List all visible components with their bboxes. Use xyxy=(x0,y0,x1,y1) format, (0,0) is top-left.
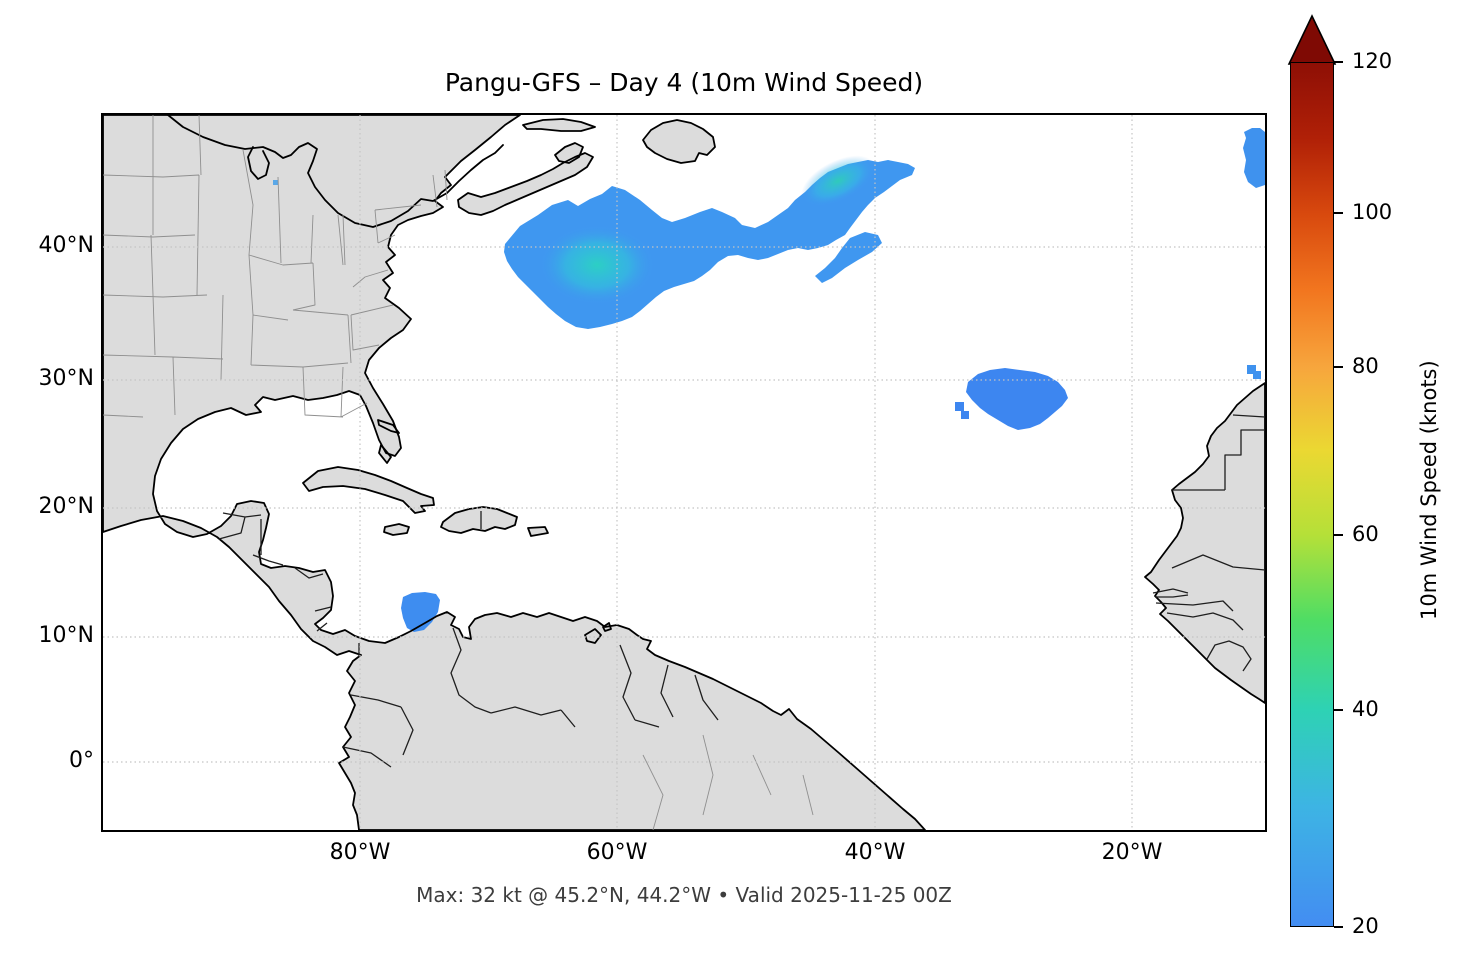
great-lakes-shoreline xyxy=(167,115,504,228)
lon-tick-label: 40°W xyxy=(844,840,906,865)
colorbar-tick-label: 80 xyxy=(1352,354,1379,378)
colorbar-tick-mark xyxy=(1334,926,1343,928)
page-title: Pangu-GFS – Day 4 (10m Wind Speed) xyxy=(444,68,924,97)
lat-tick-label: 30°N xyxy=(38,366,94,391)
figure-caption: Max: 32 kt @ 45.2°N, 44.2°W • Valid 2025… xyxy=(416,883,952,907)
map-canvas xyxy=(103,115,1265,830)
colorbar-tick-mark xyxy=(1334,534,1343,536)
lon-tick-label: 80°W xyxy=(329,840,391,865)
colorbar-label: 10m Wind Speed (knots) xyxy=(1417,360,1441,620)
colorbar-extend-arrow xyxy=(1287,14,1337,65)
us-state-borders xyxy=(103,115,448,418)
land-newfoundland xyxy=(643,120,715,163)
lake-michigan-dot xyxy=(273,180,278,185)
colorbar-tick-mark xyxy=(1334,212,1343,214)
lake-michigan-shoreline xyxy=(247,146,270,180)
wind-patch-morocco-speck xyxy=(1247,365,1256,374)
map-plot-area xyxy=(101,113,1267,832)
wind-speed-field xyxy=(273,128,1265,632)
wind-patch-subtropical-pixel xyxy=(961,411,969,419)
lat-tick-label: 0° xyxy=(69,748,94,773)
wind-patch-morocco-speck xyxy=(1253,371,1261,379)
colorbar-tick-label: 120 xyxy=(1352,49,1393,73)
country-borders xyxy=(218,414,1265,768)
gridlines xyxy=(103,115,1265,830)
wind-core-west xyxy=(539,225,655,305)
wind-patch-colombia-coast xyxy=(401,592,440,632)
wind-patch-subtropical-pixel xyxy=(955,402,964,411)
colorbar-tick-mark xyxy=(1334,366,1343,368)
colorbar-tick-label: 40 xyxy=(1352,697,1379,721)
wind-core-max-45n-44w xyxy=(801,155,875,207)
colorbar-tick-mark xyxy=(1334,61,1343,63)
brazil-state-borders xyxy=(642,734,814,830)
lon-tick-label: 20°W xyxy=(1101,840,1163,865)
wind-patch-subtropical xyxy=(966,368,1068,430)
lon-tick-label: 60°W xyxy=(586,840,648,865)
land-africa xyxy=(1145,383,1265,703)
lat-tick-label: 20°N xyxy=(38,494,94,519)
colorbar-tick-label: 20 xyxy=(1352,914,1379,938)
colorbar-tick-mark xyxy=(1334,709,1343,711)
lat-tick-label: 40°N xyxy=(38,233,94,258)
wind-patch-north-atlantic-hook xyxy=(815,232,882,283)
colorbar-tick-label: 100 xyxy=(1352,200,1393,224)
coastlines xyxy=(103,115,1265,830)
colorbar-tick-label: 60 xyxy=(1352,522,1379,546)
lat-tick-label: 10°N xyxy=(38,623,94,648)
colorbar xyxy=(1290,62,1334,927)
wind-patch-northeast-edge xyxy=(1243,128,1265,188)
